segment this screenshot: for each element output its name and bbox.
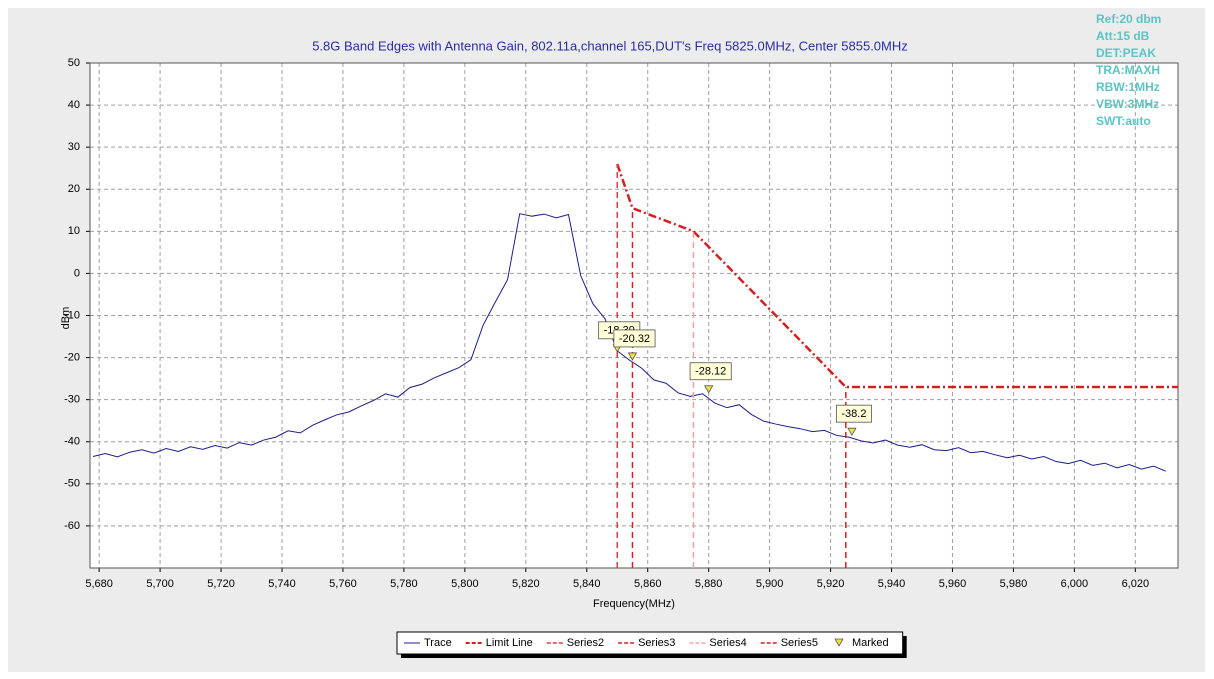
x-tick-label: 6,020 xyxy=(1122,578,1150,590)
x-tick-label: 5,860 xyxy=(634,578,662,590)
y-tick-label: 10 xyxy=(68,225,80,237)
y-tick-label: 0 xyxy=(74,267,80,279)
series-line xyxy=(92,213,1167,472)
value-label-box xyxy=(689,362,732,381)
y-tick-label: -10 xyxy=(64,309,80,321)
value-label: -38.2 xyxy=(841,408,866,420)
x-tick-label: 5,880 xyxy=(695,578,723,590)
setting-text: DET:PEAK xyxy=(1096,46,1156,60)
value-label-box xyxy=(613,329,656,348)
x-tick-label: 5,780 xyxy=(390,578,418,590)
legend-label: Series2 xyxy=(567,637,604,649)
y-tick-label: 40 xyxy=(68,99,80,111)
plot-border xyxy=(89,62,1179,569)
y-tick-label: -30 xyxy=(64,394,80,406)
legend-label: Limit Line xyxy=(486,637,533,649)
chart-title: 5.8G Band Edges with Antenna Gain, 802.1… xyxy=(312,38,908,53)
legend-label: Marked xyxy=(852,637,889,649)
x-tick-label: 5,720 xyxy=(207,578,235,590)
setting-text: TRA:MAXH xyxy=(1096,63,1160,77)
x-tick-label: 5,700 xyxy=(146,578,174,590)
setting-text: Ref:20 dbm xyxy=(1096,12,1161,26)
value-label: -28.12 xyxy=(695,366,726,378)
legend-label: Series4 xyxy=(709,637,746,649)
marker xyxy=(703,385,714,394)
x-tick-label: 5,760 xyxy=(329,578,357,590)
marker xyxy=(627,352,638,361)
value-label: -20.32 xyxy=(619,333,650,345)
legend-label: Trace xyxy=(424,637,452,649)
x-tick-label: 5,680 xyxy=(85,578,113,590)
y-tick-label: -40 xyxy=(64,436,80,448)
y-tick-label: -60 xyxy=(64,520,80,532)
legend-box xyxy=(396,631,904,655)
legend: Trace Limit Line Series2 Series3 Series4 Seri… xyxy=(396,631,907,658)
x-tick-label: 5,840 xyxy=(573,578,601,590)
setting-text: SWT:auto xyxy=(1096,114,1151,128)
x-axis-label: Frequency(MHz) xyxy=(593,598,675,610)
marker xyxy=(847,427,857,436)
x-tick-label: 5,800 xyxy=(451,578,479,590)
legend-marker xyxy=(834,638,844,647)
legend-label: Series5 xyxy=(781,637,818,649)
setting-text: RBW:1MHz xyxy=(1096,80,1160,94)
y-tick-label: -20 xyxy=(64,351,80,363)
x-tick-label: 5,820 xyxy=(512,578,540,590)
legend-label: Series3 xyxy=(638,637,675,649)
y-axis-label: dBm xyxy=(60,307,72,330)
x-tick-label: 5,920 xyxy=(817,578,845,590)
x-tick-label: 5,940 xyxy=(878,578,906,590)
x-tick-label: 6,000 xyxy=(1061,578,1089,590)
y-tick-label: 20 xyxy=(68,183,80,195)
setting-text: VBW:3MHz xyxy=(1096,97,1159,111)
x-tick-label: 5,740 xyxy=(268,578,296,590)
y-tick-label: -50 xyxy=(64,478,80,490)
value-label-box xyxy=(835,404,872,423)
x-tick-label: 5,960 xyxy=(939,578,967,590)
setting-text: Att:15 dB xyxy=(1096,29,1150,43)
y-tick-label: 50 xyxy=(68,57,80,69)
x-tick-label: 5,900 xyxy=(756,578,784,590)
y-tick-label: 30 xyxy=(68,141,80,153)
x-tick-label: 5,980 xyxy=(1000,578,1028,590)
